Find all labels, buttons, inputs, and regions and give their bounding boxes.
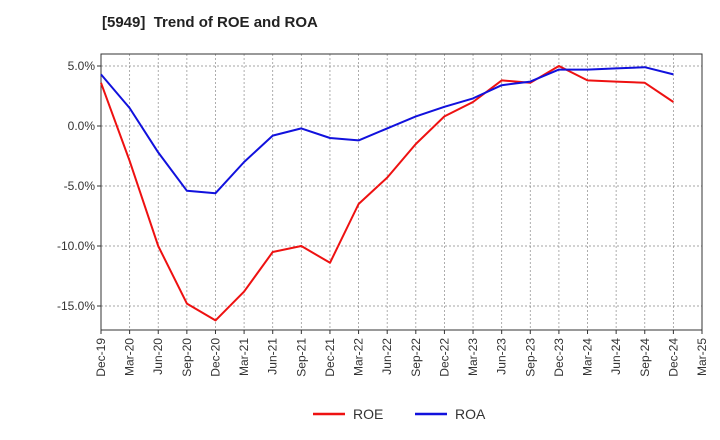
series-lines xyxy=(100,65,674,322)
y-tick-label: -15.0% xyxy=(57,299,95,313)
x-tick-label: Mar-23 xyxy=(466,338,480,376)
y-tick-label: 0.0% xyxy=(68,119,96,133)
x-tick-label: Mar-22 xyxy=(352,338,366,376)
x-tick-label: Mar-20 xyxy=(123,338,137,376)
x-tick-label: Sep-24 xyxy=(638,338,652,377)
x-tick-label: Sep-21 xyxy=(294,338,308,377)
chart-title: [5949] Trend of ROE and ROA xyxy=(102,14,318,31)
legend-label-roa: ROA xyxy=(455,406,486,422)
x-tick-label: Dec-21 xyxy=(323,338,337,377)
x-tick-label: Mar-24 xyxy=(581,338,595,376)
y-tick-label: -5.0% xyxy=(64,179,96,193)
series-line-roe xyxy=(100,65,674,322)
y-tick-label: -10.0% xyxy=(57,239,95,253)
x-tick-label: Dec-24 xyxy=(666,338,680,377)
x-tick-label: Sep-23 xyxy=(523,338,537,377)
legend: ROE ROA xyxy=(313,406,486,422)
x-tick-label: Jun-20 xyxy=(151,338,165,375)
x-tick-label: Jun-22 xyxy=(380,338,394,375)
plot-frame xyxy=(100,53,703,331)
x-tick-label: Jun-21 xyxy=(266,338,280,375)
axes xyxy=(97,53,703,334)
x-tick-label: Mar-25 xyxy=(695,338,709,376)
tick-labels: 5.0% 0.0% -5.0% -10.0% -15.0% Dec-19 Mar-20 Jun… xyxy=(57,59,709,377)
x-tick-label: Dec-19 xyxy=(94,338,108,377)
legend-label-roe: ROE xyxy=(353,406,383,422)
y-tick-label: 5.0% xyxy=(68,59,96,73)
x-tick-label: Mar-21 xyxy=(237,338,251,376)
x-tick-label: Dec-23 xyxy=(552,338,566,377)
x-tick-label: Jun-24 xyxy=(609,338,623,375)
x-tick-label: Jun-23 xyxy=(495,338,509,375)
x-tick-label: Sep-20 xyxy=(180,338,194,377)
x-tick-label: Sep-22 xyxy=(409,338,423,377)
x-tick-label: Dec-22 xyxy=(437,338,451,377)
x-tick-label: Dec-20 xyxy=(208,338,222,377)
series-line-roa xyxy=(100,66,674,195)
